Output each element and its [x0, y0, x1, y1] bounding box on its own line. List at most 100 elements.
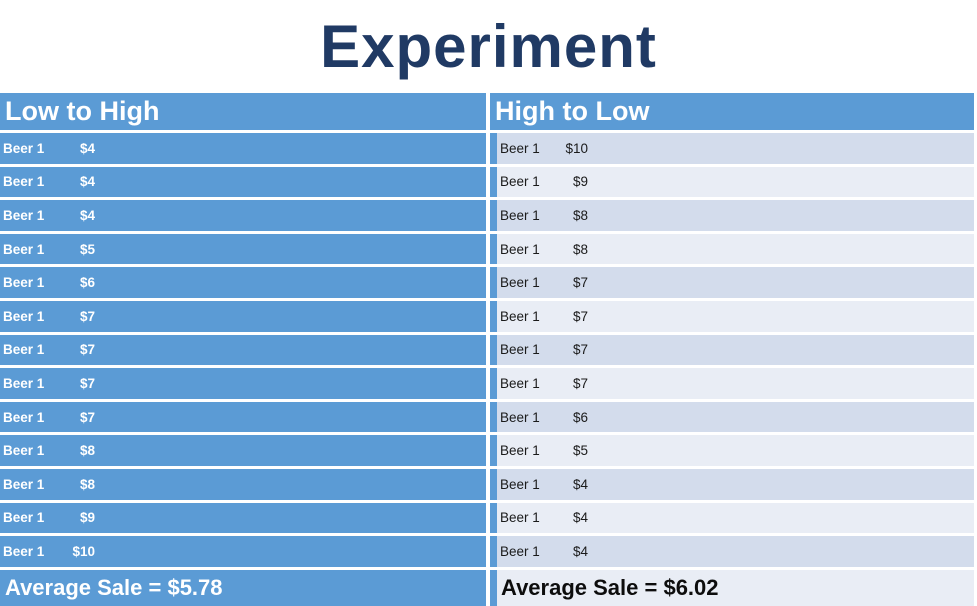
table-row: Beer 1 $4 [490, 536, 974, 567]
column-header-high-to-low: High to Low [490, 93, 974, 130]
accent-strip [490, 334, 497, 366]
price-value: $8 [572, 207, 588, 223]
accent-strip [490, 368, 497, 399]
average-row-high-to-low: Average Sale = $6.02 [490, 569, 974, 606]
accent-strip [490, 300, 497, 332]
item-label: Beer 1 [500, 140, 540, 156]
item-label: Beer 1 [500, 510, 540, 526]
price-value: $4 [572, 510, 588, 526]
average-value: Average Sale = $6.02 [497, 569, 974, 606]
average-row-low-to-high: Average Sale = $5.78 [0, 569, 486, 606]
accent-strip [490, 200, 497, 231]
accent-strip [490, 502, 497, 534]
price-value: $4 [79, 140, 95, 156]
accent-strip [490, 233, 497, 265]
item-label: Beer 1 [500, 476, 540, 492]
table-row: Beer 1 $4 [0, 200, 486, 231]
price-value: $9 [572, 174, 588, 190]
table-row: Beer 1 $4 [490, 468, 974, 500]
price-value: $7 [572, 342, 588, 358]
price-value: $8 [79, 443, 95, 459]
price-value: $4 [572, 543, 588, 559]
item-label: Beer 1 [500, 308, 540, 324]
item-label: Beer 1 [500, 543, 540, 559]
item-label: Beer 1 [3, 140, 45, 156]
table-row: Beer 1 $6 [490, 401, 974, 433]
item-label: Beer 1 [3, 510, 45, 526]
table-row: Beer 1 $7 [0, 401, 486, 433]
table-row: Beer 1 $4 [490, 502, 974, 534]
table-row: Beer 1 $7 [490, 334, 974, 366]
table-row: Beer 1 $7 [0, 334, 486, 366]
table-row: Beer 1 $9 [490, 166, 974, 198]
accent-strip [490, 435, 497, 466]
price-value: $4 [79, 207, 95, 223]
price-value: $7 [79, 375, 95, 391]
table-row: Beer 1 $8 [490, 233, 974, 265]
rows-high-to-low: Beer 1 $10 Beer 1 $9 Beer 1 $8 Beer 1 $8 Beer 1 $… [490, 133, 974, 567]
table-row: Beer 1 $7 [0, 300, 486, 332]
price-value: $6 [572, 409, 588, 425]
table-row: Beer 1 $7 [0, 368, 486, 399]
price-value: $7 [572, 375, 588, 391]
item-label: Beer 1 [500, 443, 540, 459]
table-row: Beer 1 $10 [0, 536, 486, 567]
table-row: Beer 1 $5 [490, 435, 974, 466]
item-label: Beer 1 [3, 476, 45, 492]
column-header-low-to-high: Low to High [0, 93, 486, 130]
price-value: $7 [572, 275, 588, 291]
table-row: Beer 1 $10 [490, 133, 974, 164]
item-label: Beer 1 [500, 342, 540, 358]
table-row: Beer 1 $8 [490, 200, 974, 231]
table-row: Beer 1 $4 [0, 166, 486, 198]
price-value: $9 [79, 510, 95, 526]
item-label: Beer 1 [3, 308, 45, 324]
price-value: $7 [79, 409, 95, 425]
item-label: Beer 1 [3, 174, 45, 190]
item-label: Beer 1 [3, 275, 45, 291]
accent-strip [490, 267, 497, 298]
price-value: $8 [79, 476, 95, 492]
item-label: Beer 1 [500, 275, 540, 291]
column-high-to-low: High to Low Beer 1 $10 Beer 1 $9 Beer 1 $8 Bee… [490, 93, 974, 606]
table-row: Beer 1 $8 [0, 435, 486, 466]
table-row: Beer 1 $9 [0, 502, 486, 534]
price-value: $7 [79, 342, 95, 358]
price-value: $4 [572, 476, 588, 492]
price-value: $5 [572, 443, 588, 459]
accent-strip [490, 133, 497, 164]
item-label: Beer 1 [500, 241, 540, 257]
accent-strip [490, 468, 497, 500]
item-label: Beer 1 [500, 174, 540, 190]
price-value: $8 [572, 241, 588, 257]
accent-strip [490, 401, 497, 433]
price-value: $10 [565, 140, 588, 156]
item-label: Beer 1 [500, 375, 540, 391]
price-value: $6 [79, 275, 95, 291]
item-label: Beer 1 [3, 241, 45, 257]
page-title: Experiment [320, 13, 657, 80]
item-label: Beer 1 [3, 207, 45, 223]
table-row: Beer 1 $7 [490, 368, 974, 399]
table-row: Beer 1 $7 [490, 300, 974, 332]
item-label: Beer 1 [3, 409, 45, 425]
price-value: $4 [79, 174, 95, 190]
item-label: Beer 1 [3, 443, 45, 459]
item-label: Beer 1 [3, 543, 45, 559]
price-value: $7 [572, 308, 588, 324]
table-row: Beer 1 $6 [0, 267, 486, 298]
column-low-to-high: Low to High Beer 1 $4 Beer 1 $4 Beer 1 $4 Beer… [0, 93, 486, 606]
price-value: $10 [72, 543, 95, 559]
item-label: Beer 1 [3, 342, 45, 358]
table-row: Beer 1 $4 [0, 133, 486, 164]
table-row: Beer 1 $7 [490, 267, 974, 298]
rows-low-to-high: Beer 1 $4 Beer 1 $4 Beer 1 $4 Beer 1 $5 Beer 1 $6… [0, 133, 486, 567]
table-row: Beer 1 $8 [0, 468, 486, 500]
item-label: Beer 1 [500, 207, 540, 223]
table-row: Beer 1 $5 [0, 233, 486, 265]
price-comparison-table: Low to High Beer 1 $4 Beer 1 $4 Beer 1 $4 Beer… [0, 93, 977, 606]
price-value: $7 [79, 308, 95, 324]
accent-strip [490, 569, 497, 606]
item-label: Beer 1 [3, 375, 45, 391]
